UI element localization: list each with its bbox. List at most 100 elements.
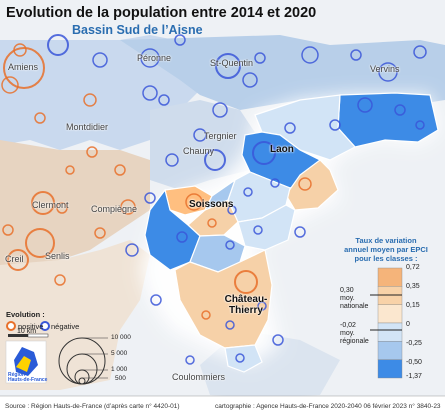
legend-evolution-label: Evolution :: [6, 310, 45, 319]
city-label-peronne: Péronne: [137, 53, 172, 63]
city-label-vervins: Vervins: [370, 64, 400, 74]
population-circle-negative: [394, 104, 406, 116]
city-label-soissons: Soissons: [189, 199, 234, 210]
legend-tick-0: 0,72: [406, 264, 420, 271]
population-circle-negative: [415, 120, 425, 130]
city-label-senlis: Senlis: [45, 251, 70, 261]
population-circle-positive: [31, 191, 55, 215]
population-circle-positive: [83, 93, 97, 107]
population-circle-positive: [86, 146, 98, 158]
city-label-chauny: Chauny: [183, 146, 215, 156]
legend-positive-symbol: [6, 321, 16, 331]
legend-class-3: [377, 322, 403, 342]
legend-regional-label1: moy.: [340, 330, 355, 337]
legend-class-2: [377, 304, 403, 324]
legend-title: Taux de variation annuel moyen par EPCI …: [336, 236, 436, 263]
region-logo: [5, 340, 47, 384]
population-circle-negative: [301, 46, 319, 64]
population-circle-positive: [114, 164, 126, 176]
legend-national-label2: nationale: [340, 303, 369, 310]
population-circle-negative: [150, 294, 162, 306]
city-label-compiegne: Compiègne: [91, 204, 138, 214]
population-circle-positive: [2, 224, 14, 236]
city-label-chateau-thierry-line1: Château-: [224, 294, 268, 305]
epci-north-east: [337, 92, 439, 148]
legend-regional-value: -0,02: [340, 322, 356, 329]
legend-tick-2: 0,15: [406, 302, 420, 309]
population-circle-negative: [225, 240, 235, 250]
legend-pop-10000: 10 000: [111, 334, 131, 341]
population-circle-negative: [185, 355, 195, 365]
population-circle-positive: [185, 193, 203, 211]
population-circle-negative: [176, 231, 188, 243]
population-circle-positive: [201, 310, 211, 320]
legend-color-scale: [370, 267, 403, 379]
legend-ref-national: 0,30 moy. nationale: [340, 287, 368, 311]
logo-text-line1: Région: [8, 372, 25, 378]
legend-pop-1000: 1 000: [111, 366, 128, 373]
city-label-chateau-thierry: Château- Thierry: [221, 294, 271, 316]
population-circle-negative: [193, 128, 207, 142]
population-circle-negative: [225, 320, 235, 330]
city-label-clermont: Clermont: [32, 200, 69, 210]
population-circle-negative: [47, 34, 69, 56]
legend-tick-5: -0,50: [406, 359, 422, 366]
population-circle-negative: [204, 149, 226, 171]
legend-title-line1: Taux de variation: [355, 236, 417, 245]
city-label-coulommiers: Coulommiers: [172, 372, 226, 382]
city-label-montdidier: Montdidier: [66, 122, 109, 132]
population-circle-positive: [65, 165, 75, 175]
population-circle-negative: [165, 153, 179, 167]
legend-tick-3: 0: [406, 321, 410, 328]
footer-cartography: cartographie : Agence Hauts-de-France 20…: [215, 403, 441, 410]
legend-national-value: 0,30: [340, 287, 354, 294]
epci-soissons-east: [203, 178, 237, 212]
footer-source: Source : Région Hauts-de-France (d’après…: [5, 403, 180, 410]
population-circle-negative: [144, 192, 156, 204]
epci-chateau-thierry: [174, 249, 273, 349]
city-label-chateau-thierry-line2: Thierry: [229, 305, 263, 316]
scale-bar-label: 10 km: [17, 328, 37, 335]
population-circle-negative: [252, 141, 276, 165]
population-circle-negative: [242, 72, 258, 88]
map-subtitle: Bassin Sud de l’Aisne: [72, 23, 203, 37]
legend-class-4: [377, 341, 403, 360]
legend-tick-6: -1,37: [406, 373, 422, 380]
population-circle-negative: [212, 102, 228, 118]
population-circle-positive: [207, 218, 217, 228]
population-circle-negative: [329, 119, 341, 131]
faded-region-north: [120, 35, 445, 110]
city-label-creil: Creil: [5, 254, 24, 264]
legend-negative-label: négative: [51, 322, 80, 331]
city-label-amiens: Amiens: [8, 62, 39, 72]
population-circle-positive: [34, 112, 46, 124]
population-circle-positive: [25, 228, 55, 258]
population-circle-positive: [234, 270, 258, 294]
population-circle-negative: [254, 52, 266, 64]
population-circle-positive: [13, 43, 27, 57]
population-circle-negative: [125, 243, 139, 257]
legend-ref-regional: -0,02 moy. régionale: [340, 322, 369, 346]
population-circles: [1, 34, 427, 365]
population-circle-positive: [1, 76, 19, 94]
legend-size-circles: [58, 337, 108, 385]
legend-class-0: [377, 267, 403, 287]
legend-negative-symbol: [40, 321, 50, 331]
legend-pop-5000: 5 000: [111, 350, 128, 357]
population-circle-negative: [140, 48, 160, 68]
population-circle-negative: [158, 94, 170, 106]
population-circle-positive: [7, 249, 29, 271]
faded-region-west: [0, 140, 150, 270]
legend-pop-500: 500: [115, 375, 126, 382]
epci-south-east: [237, 204, 296, 251]
legend-tick-1: 0,35: [406, 283, 420, 290]
city-label-laon: Laon: [270, 144, 294, 155]
legend-title-line2: annuel moyen par EPCI: [344, 245, 428, 254]
map-title: Evolution de la population entre 2014 et…: [6, 5, 317, 21]
population-circle-negative: [174, 34, 186, 46]
legend-class-5: [377, 359, 403, 379]
population-circle-positive: [3, 47, 45, 89]
legend-title-line3: pour les classes :: [354, 254, 418, 263]
